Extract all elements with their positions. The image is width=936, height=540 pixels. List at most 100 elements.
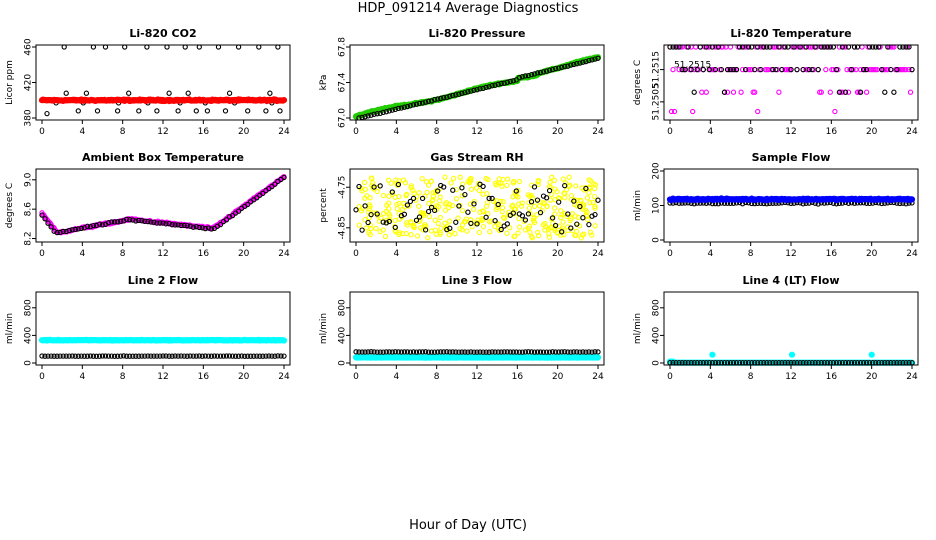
chart-panel-box_temp: Ambient Box Temperature degrees C 0 4 8 12 16 2… <box>5 151 291 259</box>
data-point <box>371 184 377 190</box>
x-tick-label: 20 <box>552 249 564 259</box>
data-point <box>81 353 87 359</box>
data-point <box>785 44 791 50</box>
data-point <box>136 217 142 224</box>
data-point <box>202 225 208 232</box>
data-point <box>459 207 466 214</box>
x-tick-label: 12 <box>471 127 482 137</box>
chart-panel-line4: Line 4 (LT) Flow ml/min 0 4 8 12 16 20 24 0 400 800 <box>633 274 919 382</box>
data-point <box>738 89 744 95</box>
data-point <box>471 201 477 207</box>
data-point <box>374 349 380 355</box>
data-point <box>595 349 601 355</box>
chart-ylabel: ml/min <box>633 313 643 344</box>
data-point <box>39 353 45 359</box>
data-point <box>537 349 544 355</box>
x-tick-label: 12 <box>157 249 168 259</box>
x-tick-label: 4 <box>393 372 399 382</box>
data-point <box>386 349 392 355</box>
x-tick-label: 16 <box>198 372 210 382</box>
data-point <box>263 108 269 114</box>
data-point <box>693 44 699 50</box>
data-point <box>554 189 560 195</box>
data-point <box>169 222 175 228</box>
data-point <box>377 183 383 189</box>
x-tick-label: 20 <box>238 372 250 382</box>
data-point <box>493 182 499 188</box>
data-point <box>99 222 106 228</box>
x-tick-label: 8 <box>748 249 754 259</box>
x-tick-label: 16 <box>198 127 210 137</box>
data-point <box>480 349 486 355</box>
data-point <box>574 221 580 227</box>
data-point <box>806 66 812 73</box>
data-point <box>121 353 127 359</box>
data-point <box>356 204 362 210</box>
data-point <box>254 353 260 359</box>
data-point <box>386 218 392 225</box>
data-point <box>105 353 112 359</box>
data-point <box>504 79 510 85</box>
data-point <box>450 92 456 99</box>
data-point <box>450 175 457 182</box>
data-point <box>577 203 583 210</box>
data-point <box>437 231 443 237</box>
data-point <box>404 202 411 208</box>
data-point <box>185 90 191 96</box>
x-tick-label: 12 <box>785 127 796 137</box>
y-tick-label: 400 <box>652 327 662 344</box>
data-point <box>431 207 438 214</box>
x-tick-label: 4 <box>393 127 399 137</box>
x-tick-label: 0 <box>667 372 673 382</box>
data-point <box>204 108 211 114</box>
data-point <box>519 200 525 206</box>
data-point <box>891 89 897 95</box>
data-point <box>590 199 596 206</box>
data-point <box>114 219 121 225</box>
data-point <box>157 353 163 359</box>
data-point <box>908 196 916 203</box>
data-point <box>383 349 389 355</box>
data-point <box>278 353 284 359</box>
data-point <box>223 217 230 223</box>
data-point <box>591 185 598 192</box>
data-point <box>537 69 544 76</box>
data-point <box>396 193 402 200</box>
data-point <box>139 353 145 359</box>
data-point <box>549 66 556 73</box>
data-point <box>368 349 374 355</box>
data-point <box>583 349 589 355</box>
data-point <box>504 349 510 355</box>
x-tick-label: 24 <box>906 249 918 259</box>
data-point <box>794 66 800 73</box>
data-point <box>823 66 829 73</box>
data-point <box>563 187 570 193</box>
data-point <box>496 176 502 182</box>
data-point <box>96 353 103 359</box>
data-point <box>561 210 568 217</box>
data-point <box>489 83 495 89</box>
data-point <box>504 182 510 189</box>
data-point <box>580 349 586 355</box>
x-tick-label: 12 <box>785 249 796 259</box>
x-tick-label: 4 <box>393 249 399 259</box>
data-point <box>232 353 239 359</box>
data-point <box>882 89 888 95</box>
data-point <box>534 70 541 76</box>
data-point <box>371 186 377 192</box>
data-point <box>413 217 420 223</box>
data-point <box>175 108 181 114</box>
data-point <box>739 66 746 73</box>
data-point <box>730 89 737 95</box>
data-point <box>205 353 212 359</box>
y-tick-label: 51.2505 <box>652 83 662 120</box>
data-point <box>45 220 51 226</box>
data-point <box>83 90 90 96</box>
data-point <box>547 197 553 203</box>
data-point <box>468 88 474 94</box>
data-point <box>546 187 553 194</box>
data-point <box>386 108 392 114</box>
data-point <box>367 231 373 238</box>
data-point <box>235 208 242 214</box>
data-point <box>501 349 507 355</box>
